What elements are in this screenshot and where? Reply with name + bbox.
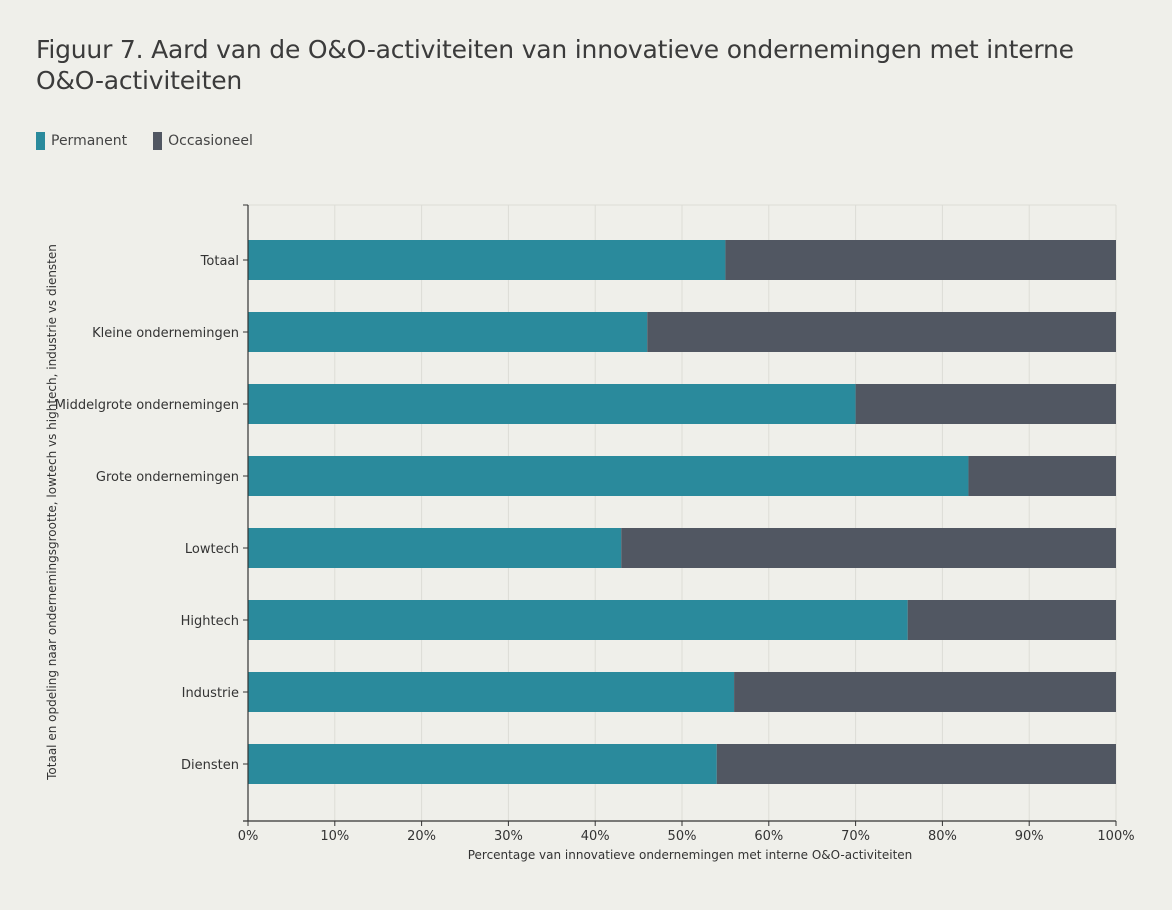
legend-label-permanent: Permanent bbox=[51, 133, 128, 149]
bar-occasioneel-2 bbox=[855, 384, 1116, 424]
bar-occasioneel-4 bbox=[621, 528, 1116, 568]
legend-label-occasioneel: Occasioneel bbox=[168, 133, 253, 149]
x-tick-label: 10% bbox=[320, 829, 349, 844]
bar-occasioneel-3 bbox=[968, 456, 1116, 496]
category-label: Kleine ondernemingen bbox=[92, 326, 239, 341]
legend: Permanent Occasioneel bbox=[36, 132, 279, 150]
x-tick-label: 0% bbox=[238, 829, 259, 844]
x-tick-label: 20% bbox=[407, 829, 436, 844]
bar-occasioneel-1 bbox=[647, 312, 1116, 352]
legend-swatch-occasioneel bbox=[153, 132, 163, 150]
bar-occasioneel-7 bbox=[716, 744, 1116, 784]
x-tick-label: 50% bbox=[668, 829, 697, 844]
x-tick-label: 30% bbox=[494, 829, 523, 844]
bar-permanent-2 bbox=[248, 384, 856, 424]
category-label: Diensten bbox=[181, 758, 239, 773]
legend-item-occasioneel[interactable]: Occasioneel bbox=[153, 132, 253, 150]
x-tick-label: 80% bbox=[928, 829, 957, 844]
bar-occasioneel-5 bbox=[907, 600, 1116, 640]
bar-permanent-7 bbox=[248, 744, 717, 784]
x-tick-label: 100% bbox=[1097, 829, 1134, 844]
bar-permanent-4 bbox=[248, 528, 622, 568]
bar-occasioneel-0 bbox=[725, 240, 1116, 280]
bar-permanent-3 bbox=[248, 456, 969, 496]
chart-title: Figuur 7. Aard van de O&O-activiteiten v… bbox=[36, 35, 1074, 95]
y-axis-title: Totaal en opdeling naar ondernemingsgroo… bbox=[45, 244, 59, 781]
bar-permanent-5 bbox=[248, 600, 908, 640]
category-label: Middelgrote ondernemingen bbox=[55, 398, 239, 413]
category-label: Hightech bbox=[181, 614, 239, 629]
legend-swatch-permanent bbox=[36, 132, 45, 150]
category-label: Totaal bbox=[200, 254, 239, 269]
x-axis-title: Percentage van innovatieve ondernemingen… bbox=[468, 848, 913, 862]
category-label: Lowtech bbox=[185, 542, 239, 557]
x-tick-label: 60% bbox=[754, 829, 783, 844]
bar-occasioneel-6 bbox=[734, 672, 1116, 712]
category-label: Industrie bbox=[182, 686, 239, 701]
x-tick-label: 90% bbox=[1015, 829, 1044, 844]
legend-item-permanent[interactable]: Permanent bbox=[36, 132, 127, 150]
bar-permanent-6 bbox=[248, 672, 735, 712]
x-tick-label: 40% bbox=[581, 829, 610, 844]
category-label: Grote ondernemingen bbox=[96, 470, 239, 485]
bar-permanent-1 bbox=[248, 312, 648, 352]
x-tick-label: 70% bbox=[841, 829, 870, 844]
bar-permanent-0 bbox=[248, 240, 726, 280]
